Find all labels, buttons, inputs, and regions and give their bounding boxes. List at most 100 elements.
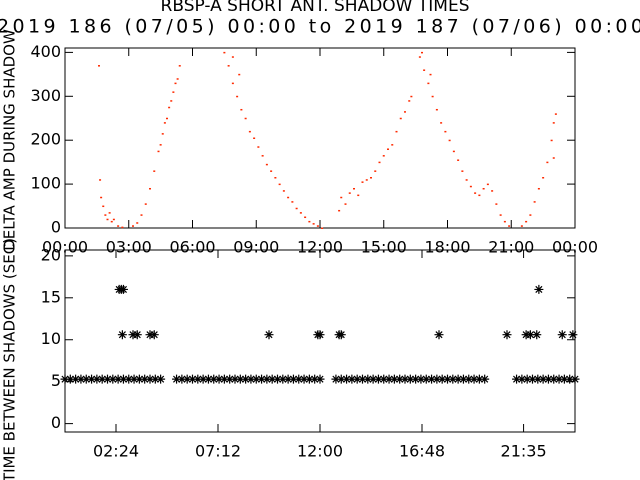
asterisk-point [554, 374, 564, 384]
data-point [153, 170, 156, 172]
asterisk-point [113, 374, 123, 384]
data-point [361, 181, 364, 183]
data-point [261, 155, 264, 157]
data-point [503, 220, 506, 223]
asterisk-point [395, 374, 405, 384]
asterisk-point [299, 374, 309, 384]
asterisk-point [149, 330, 159, 340]
data-point [374, 170, 377, 172]
asterisk-point [230, 374, 240, 384]
data-point [533, 201, 536, 203]
x-tick-label: 03:00 [106, 238, 152, 257]
x-tick-label: 15:00 [361, 238, 407, 257]
data-point [520, 225, 523, 227]
asterisk-point [273, 374, 282, 384]
asterisk-point [172, 374, 182, 384]
asterisk-point [427, 374, 437, 384]
data-point [457, 159, 460, 161]
data-point [554, 113, 557, 115]
asterisk-point [534, 284, 544, 294]
data-point [106, 218, 109, 221]
data-point [170, 100, 173, 102]
data-point [529, 214, 532, 216]
asterisk-point [288, 374, 298, 384]
asterisk-point [103, 374, 112, 384]
data-point [482, 187, 485, 190]
asterisk-point [368, 374, 378, 384]
y-tick-label: 100 [30, 174, 61, 193]
asterisk-point [400, 374, 410, 384]
asterisk-point [502, 330, 512, 340]
data-point [244, 117, 247, 120]
data-point [552, 122, 555, 124]
asterisk-point [389, 374, 399, 384]
asterisk-point [512, 374, 522, 384]
data-point [370, 177, 372, 179]
asterisk-point [134, 374, 144, 384]
asterisk-point [198, 374, 208, 384]
data-point [491, 190, 494, 192]
data-point [431, 95, 434, 98]
data-point [112, 218, 115, 221]
data-point [166, 117, 168, 120]
asterisk-point [118, 374, 128, 384]
asterisk-point [129, 374, 139, 384]
asterisk-point [310, 374, 320, 384]
data-point [168, 106, 171, 109]
data-point [227, 65, 230, 67]
asterisk-point [118, 284, 128, 294]
asterisk-point [304, 374, 314, 384]
asterisk-point [182, 374, 192, 384]
data-point [478, 194, 481, 197]
asterisk-point [522, 374, 532, 384]
x-tick-label: 00:00 [42, 238, 88, 257]
data-point [344, 203, 347, 205]
data-point [104, 214, 107, 216]
asterisk-point [132, 330, 142, 340]
data-point [231, 82, 234, 85]
data-point [291, 201, 294, 203]
asterisk-point [235, 374, 245, 384]
asterisk-point [474, 374, 484, 384]
asterisk-point [262, 374, 272, 384]
data-point [299, 212, 302, 214]
data-point [399, 117, 402, 120]
asterisk-point [124, 374, 134, 384]
data-point [274, 177, 277, 179]
data-point [223, 51, 226, 54]
asterisk-point [458, 374, 468, 384]
data-point [121, 226, 124, 229]
asterisk-point [60, 374, 70, 384]
asterisk-point [432, 374, 442, 384]
asterisk-point [480, 374, 490, 384]
asterisk-point [71, 374, 81, 384]
x-tick-label: 21:00 [488, 238, 534, 257]
asterisk-point [565, 374, 575, 384]
asterisk-point [267, 374, 277, 384]
asterisk-point [570, 374, 580, 384]
data-point [391, 144, 394, 146]
data-point [100, 196, 103, 199]
asterisk-point [97, 374, 107, 384]
x-tick-label: 21:35 [501, 442, 547, 461]
asterisk-point [150, 374, 160, 384]
x-tick-label: 16:48 [399, 442, 445, 461]
data-point [110, 220, 113, 223]
asterisk-point [92, 374, 102, 384]
data-point [452, 150, 455, 153]
y-tick-label: 0 [51, 218, 61, 237]
asterisk-point [278, 374, 288, 384]
asterisk-point [464, 374, 474, 384]
asterisk-point [533, 374, 543, 384]
data-point [537, 187, 540, 190]
data-point [440, 122, 443, 124]
x-tick-label: 06:00 [169, 238, 215, 257]
asterisk-point [379, 374, 389, 384]
asterisk-point [219, 374, 229, 384]
data-point [348, 192, 351, 194]
asterisk-point [525, 330, 535, 340]
asterisk-point [347, 374, 357, 384]
data-point [98, 65, 100, 67]
data-point [404, 111, 406, 113]
asterisk-point [140, 374, 150, 384]
